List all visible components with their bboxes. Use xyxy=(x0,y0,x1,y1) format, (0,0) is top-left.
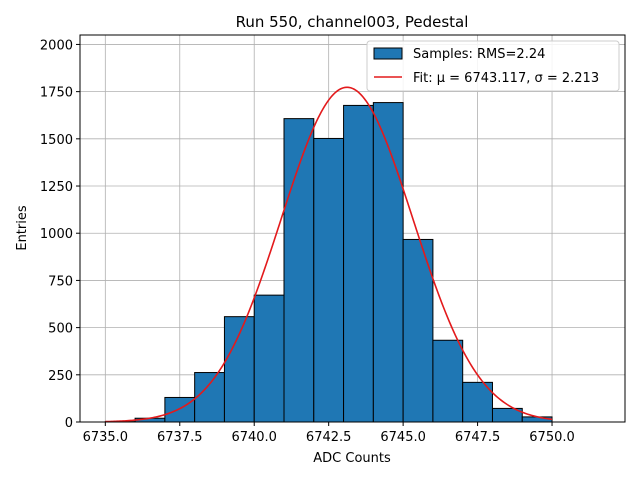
histogram-bar xyxy=(432,339,464,423)
histogram-bar xyxy=(372,102,404,423)
legend-label-fit: Fit: μ = 6743.117, σ = 2.213 xyxy=(413,71,599,86)
x-tick-label: 6742.5 xyxy=(306,430,352,445)
histogram-bar xyxy=(462,381,493,423)
y-tick-label: 500 xyxy=(48,322,73,337)
histogram-bar xyxy=(343,104,374,423)
x-tick-label: 6745.0 xyxy=(380,430,426,445)
legend-patch-samples xyxy=(373,47,403,60)
x-axis-label: ADC Counts xyxy=(313,451,391,466)
legend-box xyxy=(366,40,620,92)
y-axis-label: Entries xyxy=(15,205,30,251)
y-tick-label: 2000 xyxy=(40,38,73,53)
histogram-bar xyxy=(164,396,196,423)
x-tick-label: 6735.0 xyxy=(83,430,129,445)
x-tick-label: 6747.5 xyxy=(455,430,501,445)
y-axis-ticks: 0 250 500 750 1000 1250 1500 1750 2000 xyxy=(40,38,80,431)
histogram-bar xyxy=(253,294,285,423)
y-tick-label: 0 xyxy=(65,416,73,431)
x-tick-label: 6750.0 xyxy=(529,430,575,445)
histogram-bar xyxy=(313,137,345,423)
x-tick-label: 6737.5 xyxy=(157,430,203,445)
x-axis-ticks: 6735.0 6737.5 6740.0 6742.5 6745.0 6747.5 6750… xyxy=(83,422,575,445)
y-tick-label: 750 xyxy=(48,274,73,289)
plot-frame xyxy=(79,34,626,423)
y-tick-label: 1250 xyxy=(40,180,73,195)
y-tick-label: 1500 xyxy=(40,133,73,148)
y-tick-label: 250 xyxy=(48,369,73,384)
fit-curve xyxy=(105,86,553,423)
histogram-bar xyxy=(194,372,225,423)
legend: Samples: RMS=2.24 Fit: μ = 6743.117, σ =… xyxy=(366,40,620,92)
chart-title: Run 550, channel003, Pedestal xyxy=(236,13,469,31)
histogram-bar xyxy=(283,118,315,423)
legend-label-samples: Samples: RMS=2.24 xyxy=(413,47,545,62)
histogram-bar xyxy=(402,238,434,423)
y-tick-label: 1000 xyxy=(40,227,73,242)
x-tick-label: 6740.0 xyxy=(231,430,277,445)
histogram-bars xyxy=(104,102,553,423)
y-tick-label: 1750 xyxy=(40,86,73,101)
